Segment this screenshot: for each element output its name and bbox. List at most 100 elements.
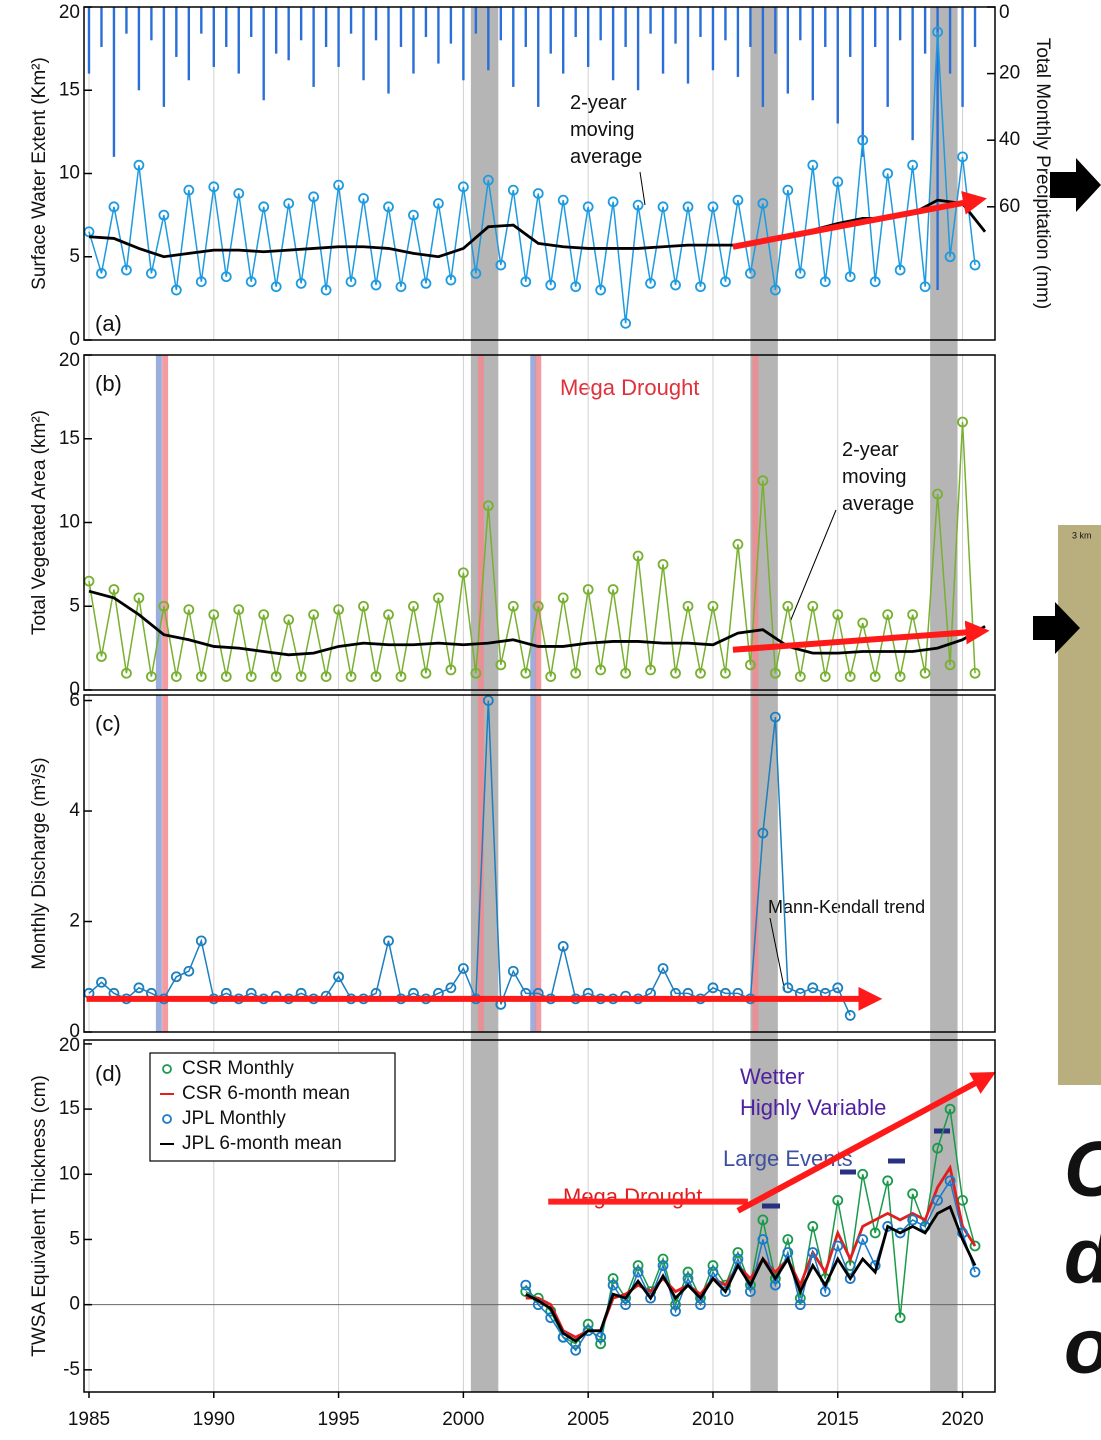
plot-area bbox=[84, 695, 964, 1032]
data-point bbox=[969, 1240, 981, 1252]
data-point bbox=[557, 194, 569, 206]
data-point bbox=[383, 935, 394, 947]
precip-bar bbox=[524, 7, 527, 47]
data-point bbox=[869, 276, 881, 288]
data-point bbox=[520, 1279, 532, 1291]
legend-swatch bbox=[162, 1114, 172, 1124]
data-point bbox=[570, 667, 582, 679]
data-point bbox=[495, 259, 507, 271]
precip-bar bbox=[349, 7, 353, 34]
data-point bbox=[857, 617, 869, 629]
data-point bbox=[907, 159, 919, 171]
legend-box bbox=[149, 1052, 396, 1162]
data-point bbox=[757, 1234, 769, 1245]
data-point bbox=[607, 196, 619, 208]
data-point bbox=[370, 279, 382, 291]
plot-frame bbox=[83, 6, 996, 341]
data-point bbox=[220, 271, 232, 283]
precip-bar bbox=[761, 7, 765, 107]
legend-label: JPL 6-month mean bbox=[182, 1133, 342, 1154]
series-line bbox=[88, 198, 987, 259]
data-point bbox=[283, 198, 295, 209]
precip-bar bbox=[474, 7, 478, 34]
data-point bbox=[844, 1010, 856, 1021]
precip-bar bbox=[549, 7, 552, 54]
x-tick-label: 1995 bbox=[317, 1409, 359, 1430]
precip-bar bbox=[961, 7, 964, 107]
data-point bbox=[595, 664, 607, 676]
series-line bbox=[88, 421, 976, 677]
data-point bbox=[844, 671, 856, 682]
data-point bbox=[919, 281, 931, 293]
precip-bar bbox=[711, 7, 715, 71]
data-point bbox=[507, 184, 519, 196]
leader-line bbox=[769, 917, 786, 993]
precip-bar bbox=[212, 7, 215, 67]
data-point bbox=[520, 276, 532, 288]
data-point bbox=[670, 1305, 681, 1317]
data-point bbox=[333, 971, 344, 983]
data-point bbox=[919, 667, 931, 679]
data-point bbox=[270, 671, 282, 682]
panel-label: (a) bbox=[95, 311, 122, 336]
plot-area bbox=[84, 7, 987, 340]
precip-bar bbox=[824, 7, 827, 47]
data-point bbox=[208, 609, 220, 621]
precip-bar bbox=[137, 7, 141, 91]
data-point bbox=[832, 1194, 844, 1206]
y-tick-label: 10 bbox=[59, 512, 80, 533]
data-point bbox=[745, 659, 756, 671]
arrow bbox=[1050, 158, 1101, 212]
precip-bar bbox=[836, 7, 839, 124]
precip-bar bbox=[100, 7, 103, 47]
trend-arrow bbox=[736, 1071, 996, 1214]
data-point bbox=[782, 184, 794, 196]
precip-bar bbox=[512, 7, 515, 87]
data-point bbox=[470, 267, 482, 279]
precip-bar bbox=[150, 7, 153, 41]
data-point bbox=[457, 567, 469, 579]
data-point bbox=[932, 1194, 943, 1206]
precip-bar bbox=[699, 7, 702, 37]
y2-tick-label: 40 bbox=[999, 129, 1020, 150]
data-point bbox=[632, 1266, 644, 1278]
y-tick-label: 0 bbox=[69, 1294, 80, 1315]
precip-bar bbox=[87, 7, 91, 74]
y-tick-label: 20 bbox=[59, 1035, 80, 1056]
y-tick-label: 10 bbox=[59, 163, 80, 184]
data-point bbox=[295, 277, 307, 289]
y-tick-label: 2 bbox=[69, 911, 80, 932]
data-point bbox=[607, 1273, 619, 1284]
data-point bbox=[145, 267, 157, 279]
data-point bbox=[969, 667, 981, 679]
data-point bbox=[420, 277, 432, 289]
precip-bar bbox=[749, 7, 752, 47]
data-point bbox=[832, 176, 844, 188]
data-point bbox=[745, 267, 756, 279]
data-point bbox=[108, 201, 120, 213]
data-point bbox=[832, 982, 844, 994]
precip-bar bbox=[274, 7, 278, 54]
data-point bbox=[794, 671, 806, 682]
data-point bbox=[932, 488, 943, 500]
data-point bbox=[233, 188, 245, 199]
data-point bbox=[944, 659, 956, 671]
data-point bbox=[557, 940, 569, 952]
data-point bbox=[682, 600, 694, 612]
precip-bar bbox=[200, 7, 203, 34]
precip-bar bbox=[499, 7, 503, 41]
precip-bar bbox=[537, 7, 540, 107]
data-point bbox=[133, 592, 145, 604]
data-point bbox=[857, 1234, 869, 1245]
data-point bbox=[707, 982, 719, 994]
data-point bbox=[233, 604, 245, 615]
precip-bar bbox=[811, 7, 814, 101]
data-point bbox=[195, 671, 207, 682]
data-point bbox=[445, 664, 457, 676]
plot-area bbox=[84, 355, 986, 690]
data-point bbox=[258, 609, 270, 621]
precip-bar bbox=[337, 7, 340, 67]
data-point bbox=[308, 191, 320, 203]
precip-bar bbox=[250, 7, 253, 37]
data-point bbox=[857, 134, 869, 146]
